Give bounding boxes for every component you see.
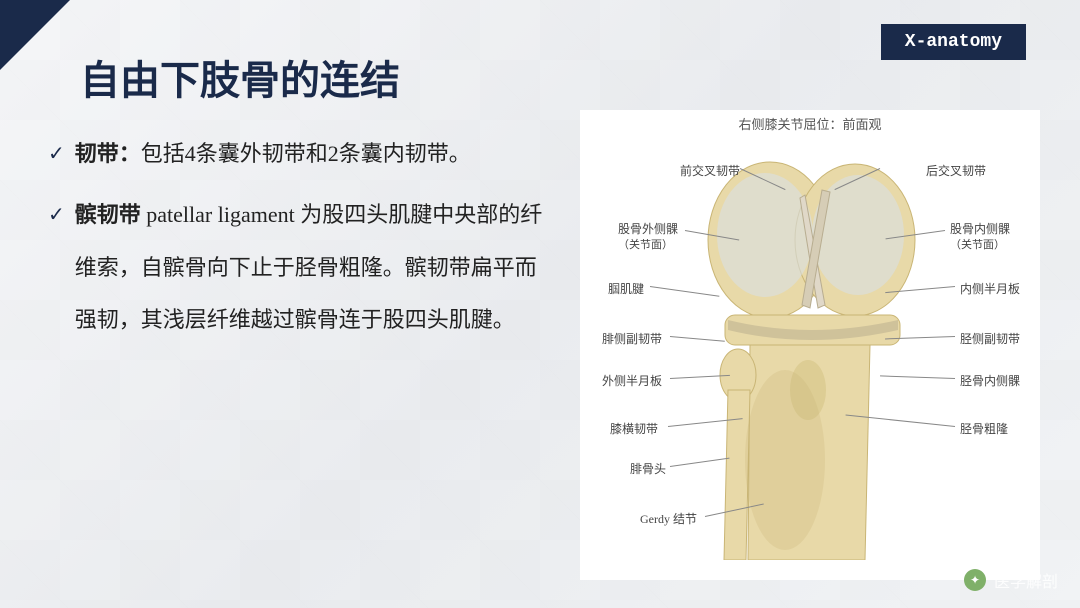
anatomy-label: 股骨内侧髁 (950, 220, 1010, 237)
anatomy-label: 前交叉韧带 (680, 162, 740, 179)
anatomy-label: （关节面） (618, 236, 673, 252)
anatomy-label: 内侧半月板 (960, 280, 1020, 297)
check-icon: ✓ (48, 128, 65, 180)
anatomy-diagram: 右侧膝关节屈位：前面观 前交叉韧带股骨外侧髁（关节面）腘肌腱腓侧副韧带外侧半月板… (580, 110, 1040, 580)
page-title: 自由下肢骨的连结 (80, 48, 400, 106)
body-text: ✓ 韧带：包括4条囊外韧带和2条囊内韧带。 ✓ 髌韧带 patellar lig… (48, 128, 548, 355)
anatomy-label: 股骨外侧髁 (618, 220, 678, 237)
anatomy-label: Gerdy 结节 (640, 510, 697, 527)
anatomy-label: （关节面） (950, 236, 1005, 252)
anatomy-label: 外侧半月板 (602, 372, 662, 389)
anatomy-label: 胫侧副韧带 (960, 330, 1020, 347)
watermark-text: 医学解剖 (994, 568, 1058, 592)
anatomy-label: 腘肌腱 (608, 280, 644, 297)
watermark: ✦ 医学解剖 (964, 568, 1058, 592)
diagram-title: 右侧膝关节屈位：前面观 (580, 114, 1040, 133)
anatomy-label: 胫骨粗隆 (960, 420, 1008, 437)
bullet-1: ✓ 韧带：包括4条囊外韧带和2条囊内韧带。 (48, 128, 548, 181)
anatomy-label: 腓侧副韧带 (602, 330, 662, 347)
bullet-2: ✓ 髌韧带 patellar ligament 为股四头肌腱中央部的纤维索，自髌… (48, 189, 548, 347)
anatomy-label: 膝横韧带 (610, 420, 658, 437)
knee-illustration (690, 140, 930, 560)
corner-accent (0, 0, 70, 70)
anatomy-label: 后交叉韧带 (926, 162, 986, 179)
wechat-icon: ✦ (964, 569, 986, 591)
anatomy-label: 胫骨内侧髁 (960, 372, 1020, 389)
brand-badge: X-anatomy (881, 24, 1026, 60)
check-icon: ✓ (48, 189, 65, 241)
anatomy-label: 腓骨头 (630, 460, 666, 477)
